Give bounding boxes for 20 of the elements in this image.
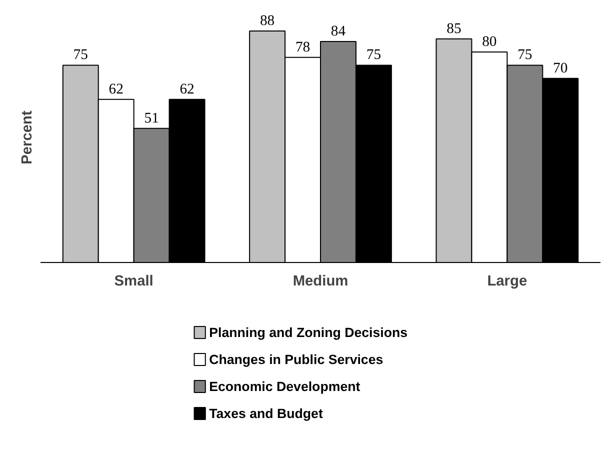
legend-label: Planning and Zoning Decisions [209, 325, 408, 340]
data-label: 75 [73, 47, 88, 64]
x-tick-label: Small [114, 274, 154, 290]
data-label: 51 [144, 110, 159, 126]
data-label: 75 [518, 47, 532, 64]
data-label: 75 [366, 47, 382, 64]
x-tick-label: Medium [292, 274, 348, 290]
data-label: 84 [330, 24, 346, 40]
data-label: 62 [108, 81, 124, 98]
legend-label: Economic Development [209, 379, 361, 394]
data-label: 85 [446, 20, 462, 37]
y-axis-title: Percent [20, 110, 36, 164]
legend-label: Changes in Public Services [209, 352, 384, 367]
data-label: 88 [260, 13, 275, 30]
x-tick-label: Large [487, 274, 528, 290]
data-label: 62 [180, 81, 194, 98]
data-label: 70 [553, 60, 568, 76]
legend-label: Taxes and Budget [209, 406, 324, 421]
data-label: 78 [295, 39, 310, 56]
data-label: 80 [482, 34, 497, 50]
